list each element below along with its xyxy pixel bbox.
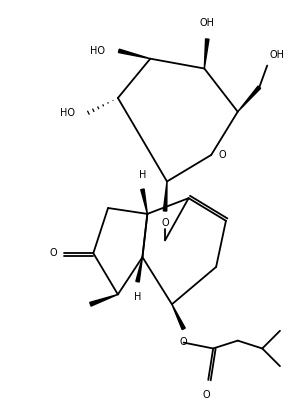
Polygon shape — [136, 257, 142, 282]
Text: OH: OH — [200, 18, 215, 28]
Text: H: H — [139, 169, 146, 180]
Text: O: O — [49, 248, 57, 258]
Text: OH: OH — [269, 50, 284, 60]
Polygon shape — [118, 49, 150, 59]
Text: HO: HO — [60, 108, 75, 118]
Text: HO: HO — [90, 46, 105, 56]
Text: O: O — [202, 390, 210, 400]
Polygon shape — [172, 304, 185, 329]
Polygon shape — [204, 39, 209, 69]
Polygon shape — [163, 181, 167, 211]
Polygon shape — [238, 86, 261, 112]
Text: H: H — [134, 292, 141, 302]
Text: O: O — [161, 218, 169, 228]
Text: O: O — [180, 337, 188, 347]
Polygon shape — [141, 189, 147, 214]
Text: O: O — [218, 150, 226, 160]
Polygon shape — [90, 295, 118, 306]
